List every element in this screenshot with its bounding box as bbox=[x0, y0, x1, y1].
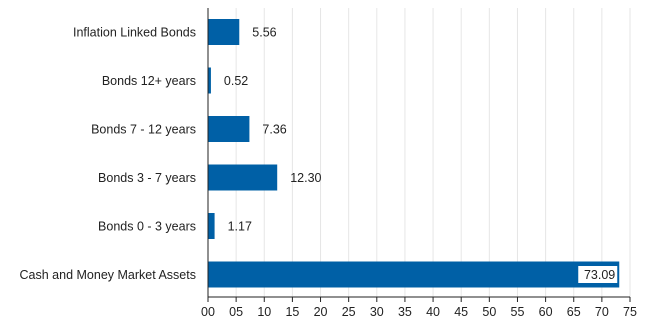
category-label-0: Inflation Linked Bonds bbox=[73, 26, 196, 40]
x-tick-label-65: 65 bbox=[567, 305, 581, 319]
x-tick-label-35: 35 bbox=[398, 305, 412, 319]
bar-4 bbox=[208, 213, 215, 239]
bar-1 bbox=[208, 67, 211, 94]
x-tick-label-40: 40 bbox=[426, 305, 440, 319]
bar-2 bbox=[208, 116, 250, 142]
x-tick-label-75: 75 bbox=[623, 305, 637, 319]
data-label-bg-5 bbox=[578, 266, 618, 283]
category-label-5: Cash and Money Market Assets bbox=[20, 268, 196, 282]
x-tick-label-30: 30 bbox=[370, 305, 384, 319]
data-label-3: 12.30 bbox=[290, 171, 321, 185]
data-label-2: 7.36 bbox=[262, 123, 286, 137]
data-label-4: 1.17 bbox=[228, 220, 252, 234]
x-tick-label-25: 25 bbox=[342, 305, 356, 319]
x-tick-label-0: 00 bbox=[201, 305, 215, 319]
data-label-1: 0.52 bbox=[224, 74, 248, 88]
x-tick-label-70: 70 bbox=[595, 305, 609, 319]
x-tick-label-15: 15 bbox=[285, 305, 299, 319]
category-label-2: Bonds 7 - 12 years bbox=[91, 123, 196, 137]
x-tick-label-20: 20 bbox=[314, 305, 328, 319]
data-label-0: 5.56 bbox=[252, 26, 276, 40]
data-label-5: 73.09 bbox=[584, 268, 615, 282]
bars-layer bbox=[208, 19, 620, 288]
x-tick-label-5: 05 bbox=[229, 305, 243, 319]
x-tick-label-55: 55 bbox=[511, 305, 525, 319]
bar-0 bbox=[208, 19, 240, 45]
labels-layer: 00 05 10 15 20 25 30 35 40 45 50 55 60 65 70 75 Inflatio… bbox=[20, 26, 637, 320]
category-label-1: Bonds 12+ years bbox=[102, 74, 196, 88]
x-tick-label-10: 10 bbox=[257, 305, 271, 319]
x-tick-label-60: 60 bbox=[539, 305, 553, 319]
category-label-3: Bonds 3 - 7 years bbox=[98, 171, 196, 185]
category-label-4: Bonds 0 - 3 years bbox=[98, 220, 196, 234]
x-tick-label-50: 50 bbox=[482, 305, 496, 319]
axes-layer bbox=[207, 8, 631, 302]
grid-layer bbox=[235, 8, 631, 297]
bar-5 bbox=[208, 261, 620, 288]
bar-3 bbox=[208, 164, 278, 191]
x-tick-label-45: 45 bbox=[454, 305, 468, 319]
